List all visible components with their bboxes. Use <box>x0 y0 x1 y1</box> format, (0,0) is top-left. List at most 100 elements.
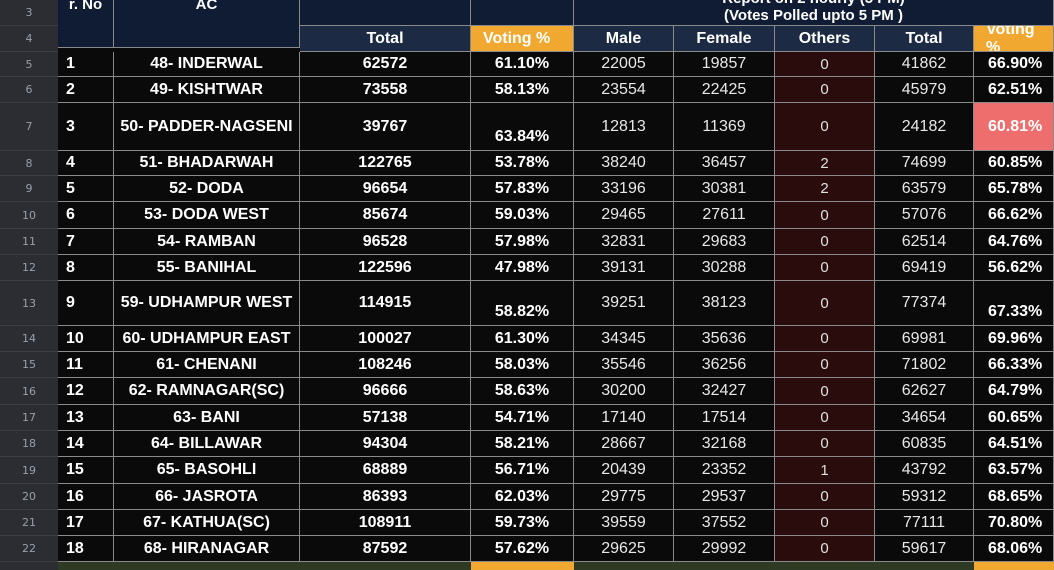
cell-voting-b: 62.51% <box>974 77 1054 103</box>
cell-total: 39767 <box>300 103 471 151</box>
cell-sr: 10 <box>58 326 114 352</box>
cell-ac: 60- UDHAMPUR EAST <box>114 326 300 352</box>
cell-voting-a: 59.03% <box>471 202 574 229</box>
row-number[interactable]: 18 <box>0 431 58 457</box>
cell-female: 22425 <box>674 77 775 103</box>
cell-sr: 8 <box>58 255 114 281</box>
header-ac: AC <box>114 0 300 48</box>
row-number[interactable]: 13 <box>0 281 58 326</box>
row-number[interactable]: 9 <box>0 176 58 202</box>
cell-total2: 71802 <box>875 352 974 378</box>
row-number[interactable]: 4 <box>0 26 58 52</box>
cell-male: 20439 <box>574 457 674 484</box>
cell-others: 0 <box>775 77 875 103</box>
cell-female: 23352 <box>674 457 775 484</box>
cell-voting-b: 67.33% <box>974 281 1054 326</box>
cell-male: 29465 <box>574 202 674 229</box>
cell-voting-a: 58.82% <box>471 281 574 326</box>
header-voting-pct-polled: Voting % <box>974 26 1054 52</box>
row-number[interactable]: 3 <box>0 0 58 26</box>
cell-others: 0 <box>775 229 875 255</box>
cell-ac: 49- KISHTWAR <box>114 77 300 103</box>
row-number[interactable]: 17 <box>0 405 58 431</box>
cell-total: 114915 <box>300 281 471 326</box>
cell-voting-b: 63.57% <box>974 457 1054 484</box>
cell-ac: 63- BANI <box>114 405 300 431</box>
row-number[interactable]: 16 <box>0 378 58 405</box>
row-number[interactable]: 7 <box>0 103 58 151</box>
row-number[interactable]: 11 <box>0 229 58 255</box>
total-row-voting-partial <box>471 562 574 570</box>
cell-sr: 11 <box>58 352 114 378</box>
cell-ac: 62- RAMNAGAR(SC) <box>114 378 300 405</box>
cell-voting-b: 66.62% <box>974 202 1054 229</box>
total-row-polled-partial <box>574 562 974 570</box>
cell-total: 108911 <box>300 510 471 536</box>
cell-others: 0 <box>775 202 875 229</box>
cell-voting-a: 58.63% <box>471 378 574 405</box>
cell-total2: 74699 <box>875 151 974 176</box>
cell-male: 28667 <box>574 431 674 457</box>
cell-others: 0 <box>775 378 875 405</box>
cell-others: 0 <box>775 431 875 457</box>
cell-female: 35636 <box>674 326 775 352</box>
cell-voting-b: 70.80% <box>974 510 1054 536</box>
cell-voting-a: 58.21% <box>471 431 574 457</box>
cell-total: 96666 <box>300 378 471 405</box>
cell-male: 39251 <box>574 281 674 326</box>
header-voting-pct: Voting % <box>471 26 574 52</box>
report-title-line1: Report on 2 hourly (5 PM) <box>722 0 905 7</box>
cell-total: 100027 <box>300 326 471 352</box>
cell-female: 27611 <box>674 202 775 229</box>
row-number[interactable]: 15 <box>0 352 58 378</box>
cell-total2: 34654 <box>875 405 974 431</box>
cell-male: 38240 <box>574 151 674 176</box>
cell-total: 96528 <box>300 229 471 255</box>
row-number[interactable]: 14 <box>0 326 58 352</box>
cell-total2: 60835 <box>875 431 974 457</box>
cell-sr: 7 <box>58 229 114 255</box>
cell-total: 122596 <box>300 255 471 281</box>
cell-others: 0 <box>775 52 875 77</box>
cell-sr: 14 <box>58 431 114 457</box>
cell-voting-b: 64.79% <box>974 378 1054 405</box>
row-number[interactable]: 21 <box>0 510 58 536</box>
cell-voting-a: 63.84% <box>471 103 574 151</box>
cell-total: 85674 <box>300 202 471 229</box>
cell-others: 0 <box>775 352 875 378</box>
cell-male: 30200 <box>574 378 674 405</box>
row-number[interactable]: 20 <box>0 484 58 510</box>
header-report-title: Report on 2 hourly (5 PM)(Votes Polled u… <box>574 0 1054 26</box>
cell-sr: 18 <box>58 536 114 562</box>
cell-female: 38123 <box>674 281 775 326</box>
row-number[interactable]: 8 <box>0 151 58 176</box>
cell-voting-a: 53.78% <box>471 151 574 176</box>
cell-voting-b: 64.51% <box>974 431 1054 457</box>
cell-total: 122765 <box>300 151 471 176</box>
cell-voting-b: 66.90% <box>974 52 1054 77</box>
cell-total2: 69981 <box>875 326 974 352</box>
cell-female: 32427 <box>674 378 775 405</box>
cell-male: 33196 <box>574 176 674 202</box>
cell-female: 29683 <box>674 229 775 255</box>
cell-others: 2 <box>775 151 875 176</box>
row-number[interactable]: 19 <box>0 457 58 484</box>
row-number[interactable]: 6 <box>0 77 58 103</box>
cell-total: 94304 <box>300 431 471 457</box>
row-number[interactable]: 5 <box>0 52 58 77</box>
cell-ac: 51- BHADARWAH <box>114 151 300 176</box>
cell-female: 19857 <box>674 52 775 77</box>
row-number[interactable]: 10 <box>0 202 58 229</box>
cell-ac: 50- PADDER-NAGSENI <box>114 103 300 151</box>
cell-total2: 24182 <box>875 103 974 151</box>
cell-male: 32831 <box>574 229 674 255</box>
header-blank <box>471 0 574 26</box>
cell-sr: 12 <box>58 378 114 405</box>
row-number[interactable]: 12 <box>0 255 58 281</box>
cell-voting-a: 62.03% <box>471 484 574 510</box>
cell-total: 96654 <box>300 176 471 202</box>
cell-voting-b: 68.06% <box>974 536 1054 562</box>
cell-male: 23554 <box>574 77 674 103</box>
row-number[interactable]: 22 <box>0 536 58 562</box>
cell-voting-a: 54.71% <box>471 405 574 431</box>
